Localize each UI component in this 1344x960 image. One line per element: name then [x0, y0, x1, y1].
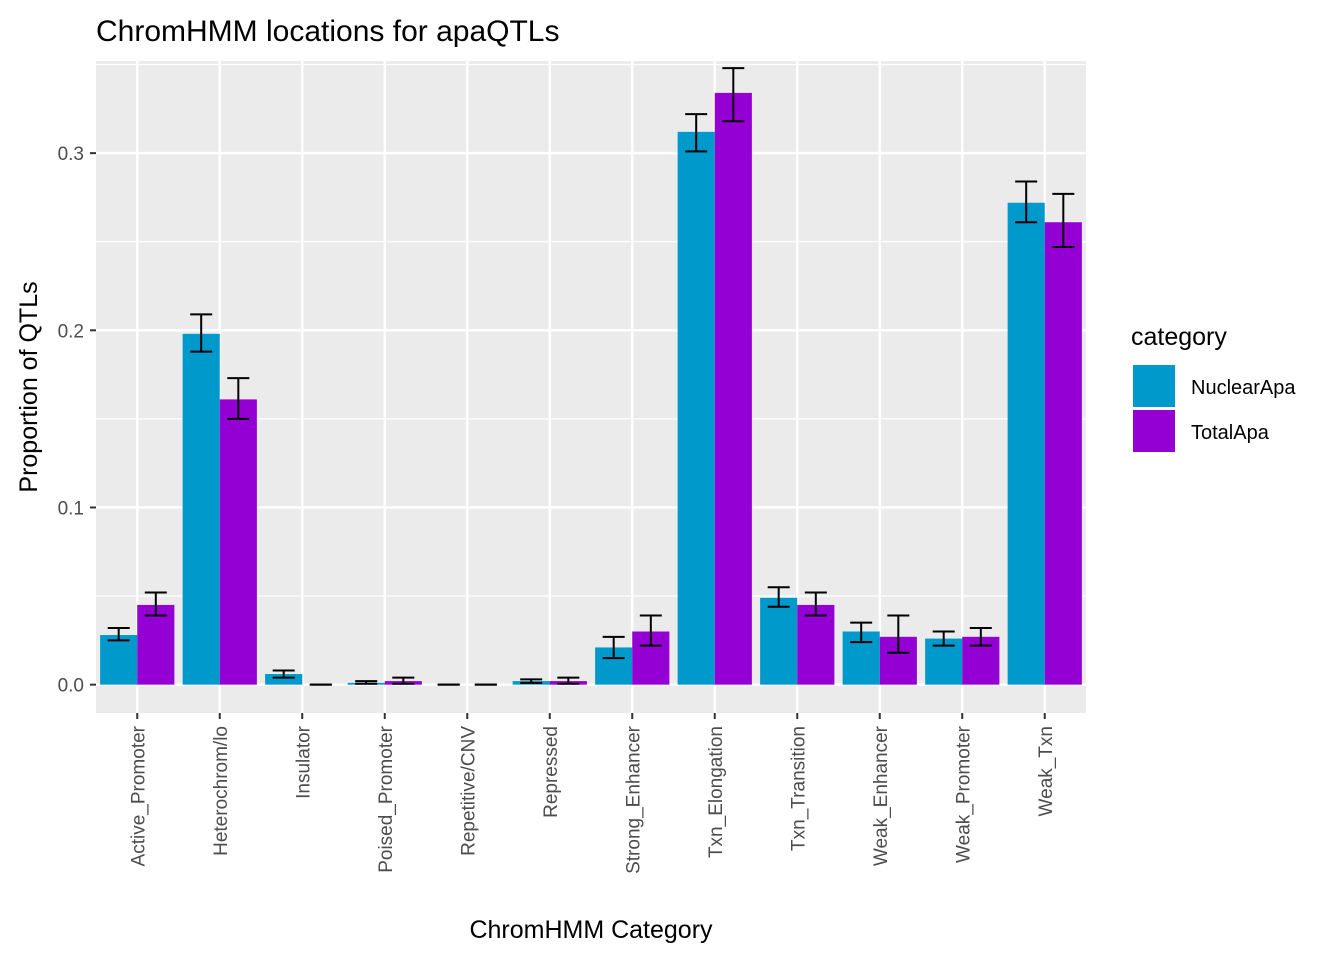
- bar-totalapa-txn-transition: [797, 604, 835, 685]
- y-tick-label: 0.0: [58, 676, 84, 697]
- y-axis: 0.0 0.1 0.2 0.3: [58, 144, 96, 697]
- bars: [100, 92, 1082, 685]
- bar-nuclearapa-weak-txn: [1007, 202, 1045, 685]
- y-axis-title: Proportion of QTLs: [15, 281, 43, 492]
- x-tick-label-repetitive-cnv: Repetitive/CNV: [458, 726, 479, 856]
- x-tick-label-weak-enhancer: Weak_Enhancer: [871, 725, 892, 866]
- x-tick-label-txn-elongation: Txn_Elongation: [706, 726, 727, 858]
- bar-nuclearapa-active-promoter: [100, 635, 138, 685]
- y-tick-label: 0.1: [58, 498, 84, 519]
- bar-totalapa-heterochrom-lo: [219, 399, 257, 685]
- legend: category NuclearApa TotalApa: [1131, 323, 1296, 452]
- chart-title: ChromHMM locations for apaQTLs: [96, 15, 559, 48]
- plot-panel: [96, 61, 1086, 713]
- bar-totalapa-txn-elongation: [714, 92, 752, 685]
- x-tick-label-active-promoter: Active_Promoter: [128, 725, 149, 866]
- x-tick-label-poised-promoter: Poised_Promoter: [376, 725, 397, 872]
- y-tick-label: 0.3: [58, 144, 84, 165]
- x-tick-label-strong-enhancer: Strong_Enhancer: [623, 725, 644, 874]
- x-axis: Active_Promoter Heterochrom/lo Insulator Po…: [128, 713, 1057, 874]
- x-tick-label-heterochrom-lo: Heterochrom/lo: [211, 726, 232, 856]
- x-tick-label-repressed: Repressed: [541, 726, 562, 818]
- bar-totalapa-active-promoter: [137, 604, 175, 685]
- x-axis-title: ChromHMM Category: [469, 916, 713, 944]
- bar-nuclearapa-txn-elongation: [677, 131, 715, 685]
- legend-key-nuclearapa: [1133, 365, 1175, 407]
- error-bars: [107, 67, 1075, 686]
- x-tick-label-weak-txn: Weak_Txn: [1036, 726, 1057, 816]
- x-tick-label-txn-transition: Txn_Transition: [788, 726, 809, 851]
- x-tick-label-insulator: Insulator: [293, 725, 314, 799]
- grid-minor: [96, 63, 1086, 597]
- legend-key-totalapa: [1133, 410, 1175, 452]
- y-tick-label: 0.2: [58, 321, 84, 342]
- legend-label-nuclearapa: NuclearApa: [1191, 377, 1296, 399]
- legend-title: category: [1131, 323, 1227, 351]
- bar-nuclearapa-txn-transition: [760, 597, 798, 685]
- bar-nuclearapa-insulator: [265, 674, 303, 685]
- bar-totalapa-weak-txn: [1044, 222, 1082, 685]
- legend-label-totalapa: TotalApa: [1191, 422, 1270, 444]
- bar-nuclearapa-heterochrom-lo: [182, 333, 220, 685]
- x-tick-label-weak-promoter: Weak_Promoter: [953, 725, 974, 863]
